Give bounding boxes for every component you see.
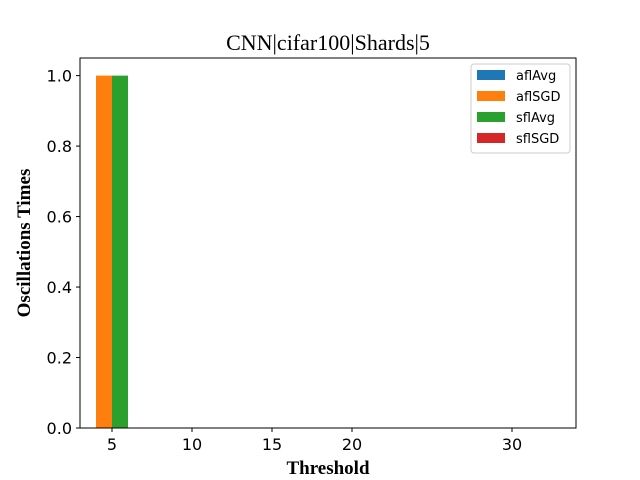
bar-sflAvg-5 (112, 75, 128, 428)
legend-swatch-sflSGD (477, 133, 505, 143)
y-tick-label: 0.4 (47, 278, 72, 297)
x-tick-label: 5 (107, 435, 117, 454)
legend-label-sflAvg: sflAvg (516, 111, 555, 126)
x-tick-label: 15 (262, 435, 282, 454)
x-tick-label: 30 (502, 435, 522, 454)
legend-label-aflAvg: aflAvg (516, 69, 556, 84)
y-tick-label: 0.2 (47, 349, 72, 368)
plot-frame (79, 57, 577, 429)
y-axis-ticks: 0.0 0.2 0.4 0.6 0.8 1.0 (47, 67, 80, 438)
legend-label-aflSGD: aflSGD (516, 90, 561, 105)
x-tick-label: 10 (182, 435, 202, 454)
legend-swatch-aflSGD (477, 91, 505, 101)
chart-title: CNN|cifar100|Shards|5 (226, 30, 430, 55)
legend-frame (470, 63, 571, 154)
x-axis-label: Threshold (286, 458, 370, 479)
y-tick-label: 0.0 (47, 419, 72, 438)
y-tick-label: 1.0 (47, 67, 72, 86)
x-tick-label: 20 (342, 435, 362, 454)
legend: aflAvg aflSGD sflAvg sflSGD (470, 63, 571, 154)
bar-aflSGD-5 (96, 75, 112, 428)
legend-swatch-sflAvg (477, 112, 505, 122)
x-axis-ticks: 5 10 15 20 30 (107, 428, 522, 454)
y-tick-label: 0.8 (47, 137, 72, 156)
legend-swatch-aflAvg (477, 70, 505, 80)
legend-label-sflSGD: sflSGD (516, 132, 559, 147)
y-axis-label: Oscillations Times (14, 169, 35, 318)
y-tick-label: 0.6 (47, 208, 72, 227)
bars-group (96, 75, 128, 428)
